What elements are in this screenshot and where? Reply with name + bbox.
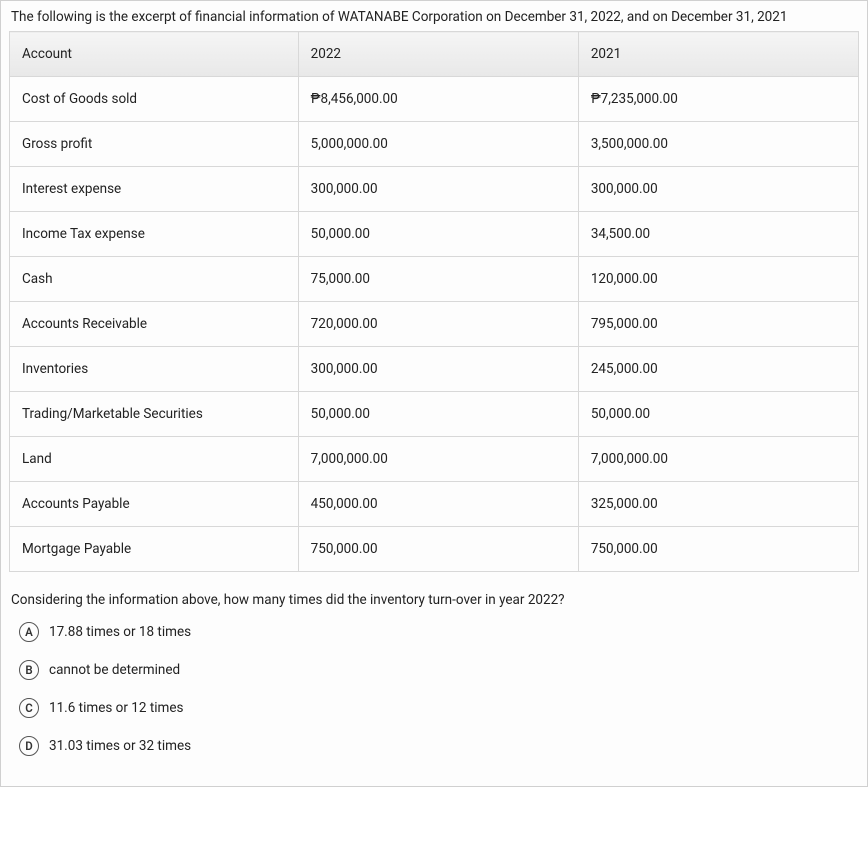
cell-2021: 50,000.00	[578, 392, 858, 437]
cell-2021: 7,000,000.00	[578, 437, 858, 482]
cell-account: Cash	[10, 257, 299, 302]
table-row: Cash 75,000.00 120,000.00	[10, 257, 859, 302]
options-list: A 17.88 times or 18 times B cannot be de…	[1, 622, 867, 786]
table-row: Interest expense 300,000.00 300,000.00	[10, 167, 859, 212]
table-row: Accounts Receivable 720,000.00 795,000.0…	[10, 302, 859, 347]
table-row: Accounts Payable 450,000.00 325,000.00	[10, 482, 859, 527]
cell-2021: 795,000.00	[578, 302, 858, 347]
cell-account: Cost of Goods sold	[10, 77, 299, 122]
table-row: Mortgage Payable 750,000.00 750,000.00	[10, 527, 859, 572]
cell-account: Inventories	[10, 347, 299, 392]
col-header-account: Account	[10, 32, 299, 77]
option-letter-icon: D	[19, 736, 39, 756]
table-row: Income Tax expense 50,000.00 34,500.00	[10, 212, 859, 257]
cell-account: Interest expense	[10, 167, 299, 212]
option-b[interactable]: B cannot be determined	[19, 660, 857, 680]
cell-2021: 120,000.00	[578, 257, 858, 302]
table-row: Inventories 300,000.00 245,000.00	[10, 347, 859, 392]
option-text: 11.6 times or 12 times	[49, 700, 184, 716]
cell-2021: ₱7,235,000.00	[578, 77, 858, 122]
option-text: 31.03 times or 32 times	[49, 738, 191, 754]
cell-account: Gross profit	[10, 122, 299, 167]
option-text: 17.88 times or 18 times	[49, 624, 191, 640]
col-header-2021: 2021	[578, 32, 858, 77]
option-text: cannot be determined	[49, 662, 180, 678]
cell-2021: 750,000.00	[578, 527, 858, 572]
intro-text: The following is the excerpt of financia…	[1, 1, 867, 31]
cell-2022: 50,000.00	[298, 392, 578, 437]
cell-2021: 34,500.00	[578, 212, 858, 257]
table-row: Gross profit 5,000,000.00 3,500,000.00	[10, 122, 859, 167]
option-letter-icon: C	[19, 698, 39, 718]
cell-2022: 5,000,000.00	[298, 122, 578, 167]
cell-2022: 720,000.00	[298, 302, 578, 347]
option-letter-icon: B	[19, 660, 39, 680]
cell-2021: 325,000.00	[578, 482, 858, 527]
option-c[interactable]: C 11.6 times or 12 times	[19, 698, 857, 718]
table-row: Land 7,000,000.00 7,000,000.00	[10, 437, 859, 482]
cell-2022: 75,000.00	[298, 257, 578, 302]
question-card: The following is the excerpt of financia…	[0, 0, 868, 787]
cell-2021: 245,000.00	[578, 347, 858, 392]
cell-2021: 300,000.00	[578, 167, 858, 212]
cell-2022: 300,000.00	[298, 167, 578, 212]
cell-account: Land	[10, 437, 299, 482]
cell-2022: 300,000.00	[298, 347, 578, 392]
option-a[interactable]: A 17.88 times or 18 times	[19, 622, 857, 642]
table-header-row: Account 2022 2021	[10, 32, 859, 77]
cell-2022: 50,000.00	[298, 212, 578, 257]
cell-2022: 7,000,000.00	[298, 437, 578, 482]
table-row: Cost of Goods sold ₱8,456,000.00 ₱7,235,…	[10, 77, 859, 122]
question-text: Considering the information above, how m…	[1, 572, 867, 622]
cell-2022: 750,000.00	[298, 527, 578, 572]
option-letter-icon: A	[19, 622, 39, 642]
option-d[interactable]: D 31.03 times or 32 times	[19, 736, 857, 756]
cell-account: Accounts Receivable	[10, 302, 299, 347]
cell-account: Accounts Payable	[10, 482, 299, 527]
cell-2022: 450,000.00	[298, 482, 578, 527]
cell-account: Income Tax expense	[10, 212, 299, 257]
cell-2022: ₱8,456,000.00	[298, 77, 578, 122]
cell-account: Mortgage Payable	[10, 527, 299, 572]
cell-2021: 3,500,000.00	[578, 122, 858, 167]
col-header-2022: 2022	[298, 32, 578, 77]
financial-table: Account 2022 2021 Cost of Goods sold ₱8,…	[9, 31, 859, 572]
table-row: Trading/Marketable Securities 50,000.00 …	[10, 392, 859, 437]
cell-account: Trading/Marketable Securities	[10, 392, 299, 437]
